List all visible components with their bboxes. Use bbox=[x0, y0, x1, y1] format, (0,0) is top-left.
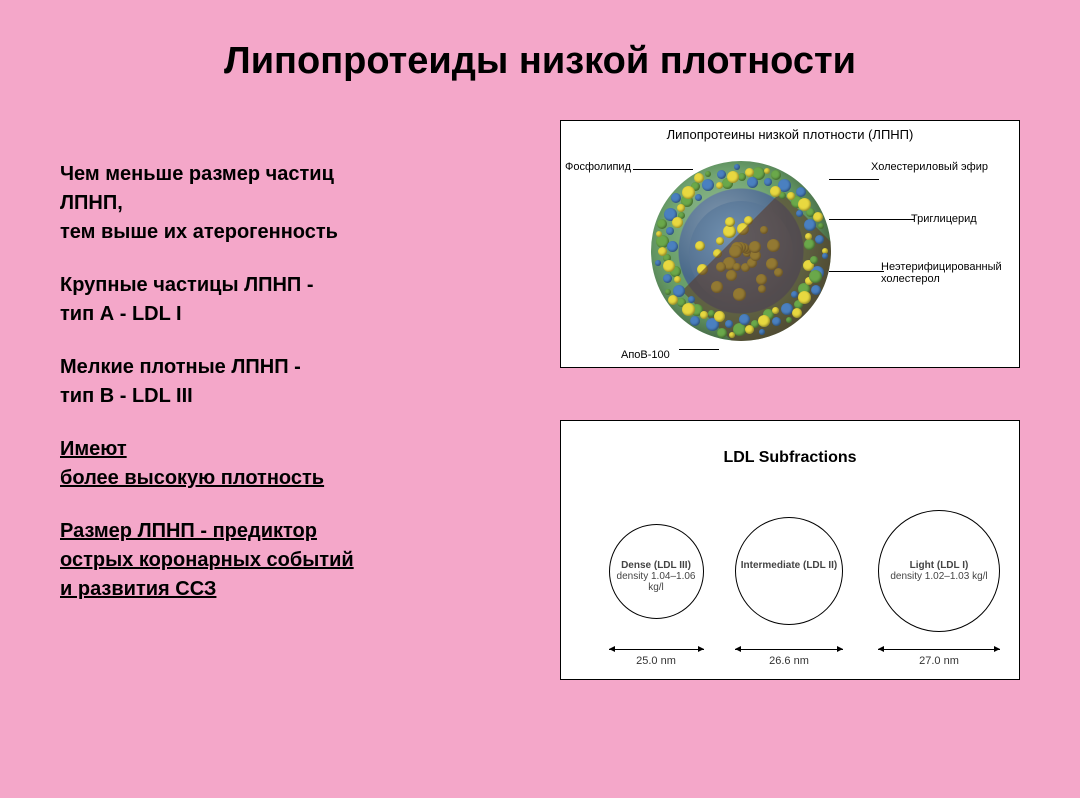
core-particle bbox=[723, 225, 736, 238]
slide: Липопротеиды низкой плотности Чем меньше… bbox=[0, 0, 1080, 798]
surface-particle bbox=[677, 204, 685, 212]
dimension-label: 27.0 nm bbox=[878, 655, 1000, 667]
surface-particle bbox=[656, 231, 662, 237]
slide-title: Липопротеиды низкой плотности bbox=[60, 40, 1020, 83]
surface-particle bbox=[815, 235, 824, 244]
surface-particle bbox=[663, 274, 672, 283]
body-line: тип В - LDL III bbox=[60, 385, 193, 407]
dimension-arrow bbox=[609, 649, 704, 650]
surface-particle bbox=[717, 170, 726, 179]
surface-particle bbox=[787, 192, 795, 200]
body-paragraph: Мелкие плотные ЛПНП - тип В - LDL III bbox=[60, 353, 500, 411]
surface-particle bbox=[702, 179, 714, 191]
body-line: и развития ССЗ bbox=[60, 578, 216, 600]
body-paragraph: Чем меньше размер частиц ЛПНП, тем выше их… bbox=[60, 160, 500, 247]
body-paragraph: Крупные частицы ЛПНП - тип А - LDL I bbox=[60, 271, 500, 329]
surface-particle bbox=[725, 320, 733, 328]
surface-particle bbox=[745, 325, 754, 334]
body-line: острых коронарных событий bbox=[60, 549, 354, 571]
leader-line bbox=[829, 219, 914, 220]
lipoprotein-label: Неэтерифицированный холестерол bbox=[881, 261, 1021, 285]
body-line: Чем меньше размер частиц bbox=[60, 163, 334, 185]
body-line: ЛПНП, bbox=[60, 192, 123, 214]
surface-particle bbox=[727, 171, 739, 183]
core-particle bbox=[695, 241, 705, 251]
subfraction-circle-label: Light (LDL I)density 1.02–1.03 kg/l bbox=[879, 560, 999, 582]
lipoprotein-label: Холестериловый эфир bbox=[871, 161, 1011, 173]
surface-particle bbox=[796, 187, 806, 197]
body-text-column: Чем меньше размер частиц ЛПНП, тем выше их… bbox=[60, 160, 500, 628]
dimension-label: 26.6 nm bbox=[735, 655, 843, 667]
surface-particle bbox=[682, 186, 695, 199]
surface-particle bbox=[818, 223, 824, 229]
surface-particle bbox=[705, 171, 711, 177]
surface-particle bbox=[745, 168, 754, 177]
body-paragraph: Размер ЛПНП - предиктор острых коронарных… bbox=[60, 517, 500, 604]
leader-line bbox=[679, 349, 719, 350]
body-line: более высокую плотность bbox=[60, 467, 324, 489]
surface-particle bbox=[666, 227, 674, 235]
leader-line bbox=[829, 179, 879, 180]
surface-particle bbox=[822, 253, 828, 259]
surface-particle bbox=[717, 328, 727, 338]
subfraction-circle: Dense (LDL III)density 1.04–1.06 kg/l bbox=[609, 524, 704, 619]
dimension-arrow bbox=[878, 649, 1000, 650]
body-line: Мелкие плотные ЛПНП - bbox=[60, 356, 301, 378]
surface-particle bbox=[690, 316, 700, 326]
subfraction-circle-label: Intermediate (LDL II) bbox=[736, 560, 842, 571]
lipoprotein-diagram-title: Липопротеины низкой плотности (ЛПНП) bbox=[561, 127, 1019, 142]
surface-particle bbox=[663, 260, 675, 272]
surface-particle bbox=[674, 276, 681, 283]
lipoprotein-sphere bbox=[651, 161, 831, 341]
surface-particle bbox=[671, 193, 681, 203]
surface-particle bbox=[672, 217, 683, 228]
dimension-label: 25.0 nm bbox=[609, 655, 704, 667]
subfraction-circle-label: Dense (LDL III)density 1.04–1.06 kg/l bbox=[610, 560, 703, 593]
subfractions-panel: LDL Subfractions Dense (LDL III)density … bbox=[560, 420, 1020, 680]
surface-particle bbox=[682, 303, 695, 316]
surface-particle bbox=[695, 194, 702, 201]
surface-particle bbox=[747, 177, 758, 188]
surface-particle bbox=[786, 317, 792, 323]
body-line: тем выше их атерогенность bbox=[60, 221, 338, 243]
body-line: Размер ЛПНП - предиктор bbox=[60, 520, 317, 542]
lipoprotein-diagram-panel: Липопротеины низкой плотности (ЛПНП) Фос… bbox=[560, 120, 1020, 368]
surface-particle bbox=[811, 285, 821, 295]
body-paragraph: Имеют более высокую плотность bbox=[60, 435, 500, 493]
surface-particle bbox=[665, 289, 671, 295]
lipoprotein-label: Триглицерид bbox=[911, 213, 977, 225]
body-line: Крупные частицы ЛПНП - bbox=[60, 274, 314, 296]
surface-particle bbox=[764, 178, 772, 186]
core-particle bbox=[716, 237, 724, 245]
surface-particle bbox=[764, 168, 770, 174]
lipoprotein-label: АпоВ-100 bbox=[621, 349, 670, 361]
subfraction-circle: Light (LDL I)density 1.02–1.03 kg/l bbox=[878, 510, 1000, 632]
surface-particle bbox=[813, 212, 823, 222]
body-line: тип А - LDL I bbox=[60, 303, 182, 325]
leader-line bbox=[633, 169, 693, 170]
surface-particle bbox=[734, 164, 740, 170]
surface-particle bbox=[658, 247, 667, 256]
surface-particle bbox=[729, 332, 735, 338]
dimension-arrow bbox=[735, 649, 843, 650]
leader-line bbox=[829, 271, 884, 272]
surface-particle bbox=[739, 314, 750, 325]
surface-particle bbox=[771, 170, 781, 180]
body-line: Имеют bbox=[60, 438, 127, 460]
surface-particle bbox=[770, 186, 781, 197]
subfractions-title: LDL Subfractions bbox=[561, 449, 1019, 467]
surface-particle bbox=[716, 182, 723, 189]
surface-particle bbox=[667, 241, 678, 252]
lipoprotein-label: Фосфолипид bbox=[565, 161, 631, 173]
core-particle bbox=[725, 217, 735, 227]
surface-particle bbox=[657, 219, 667, 229]
subfraction-circle: Intermediate (LDL II) bbox=[735, 517, 843, 625]
surface-particle bbox=[772, 317, 781, 326]
surface-particle bbox=[700, 311, 708, 319]
surface-particle bbox=[655, 260, 661, 266]
